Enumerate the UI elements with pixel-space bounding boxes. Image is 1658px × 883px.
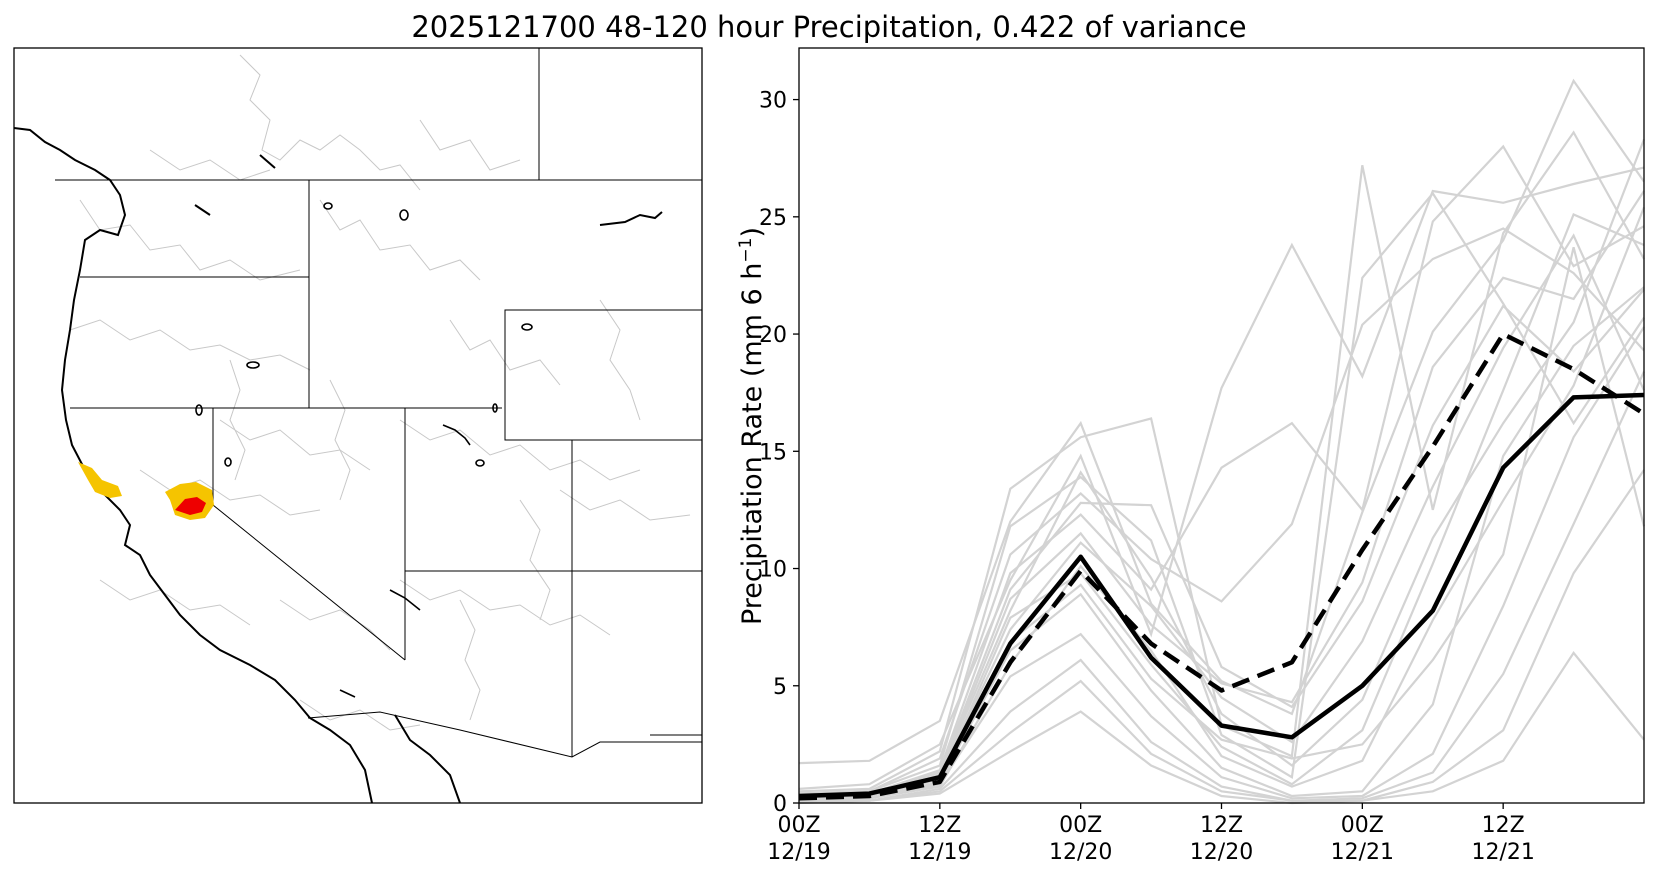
y-tick-label: 10 bbox=[759, 558, 787, 583]
precip-area-sierra-heavy bbox=[175, 497, 206, 515]
precip-area-coastal-moderate bbox=[78, 462, 122, 498]
y-axis-ticks: 0 5 10 15 20 25 30 bbox=[759, 89, 799, 817]
y-tick-label: 30 bbox=[759, 89, 787, 114]
figure-title: 2025121700 48-120 hour Precipitation, 0.… bbox=[411, 10, 1247, 44]
member-line-1 bbox=[798, 78, 1645, 765]
deterministic-line bbox=[798, 331, 1646, 801]
lakes bbox=[195, 202, 533, 698]
member-line-18 bbox=[799, 247, 1646, 800]
x-tick-label-date: 12/19 bbox=[908, 840, 971, 865]
member-line-13 bbox=[798, 227, 1645, 795]
precip-areas bbox=[78, 462, 214, 520]
ensemble-members bbox=[798, 78, 1646, 805]
y-tick-label: 5 bbox=[773, 675, 787, 700]
y-tick-label: 20 bbox=[759, 323, 787, 348]
member-line-16 bbox=[799, 206, 1646, 800]
member-line-4 bbox=[798, 191, 1645, 795]
y-axis-label: Precipitation Rate (mm 6 h−1) bbox=[736, 227, 768, 625]
x-tick-label-time: 12Z bbox=[1482, 813, 1525, 838]
x-tick-label-time: 00Z bbox=[1341, 813, 1384, 838]
x-tick-label-time: 12Z bbox=[1200, 813, 1243, 838]
ensemble-mean-line bbox=[798, 392, 1645, 799]
member-line-10 bbox=[799, 371, 1645, 802]
x-tick-label-date: 12/20 bbox=[1190, 840, 1253, 865]
state-borders bbox=[55, 48, 703, 758]
member-line-2 bbox=[798, 166, 1645, 790]
chart-series bbox=[798, 331, 1646, 801]
y-tick-label: 15 bbox=[759, 440, 787, 465]
member-line-12 bbox=[798, 651, 1645, 805]
map-panel bbox=[13, 47, 703, 804]
map-frame bbox=[13, 47, 703, 804]
member-line-14 bbox=[798, 288, 1645, 798]
x-axis-ticks: 00Z12/1912Z12/1900Z12/2012Z12/2000Z12/21… bbox=[767, 803, 1535, 865]
x-tick-label-date: 12/21 bbox=[1471, 840, 1534, 865]
x-tick-label-date: 12/19 bbox=[767, 840, 830, 865]
y-tick-label: 25 bbox=[759, 206, 787, 231]
x-tick-label-date: 12/21 bbox=[1331, 840, 1394, 865]
x-tick-label-time: 12Z bbox=[918, 813, 961, 838]
x-tick-label-time: 00Z bbox=[777, 813, 820, 838]
y-tick-label: 0 bbox=[773, 792, 787, 817]
x-tick-label-time: 00Z bbox=[1059, 813, 1102, 838]
watershed-boundaries bbox=[69, 54, 691, 731]
coastline bbox=[13, 127, 663, 804]
member-line-7 bbox=[799, 213, 1645, 798]
x-tick-label-date: 12/20 bbox=[1049, 840, 1112, 865]
member-line-11 bbox=[799, 469, 1645, 802]
